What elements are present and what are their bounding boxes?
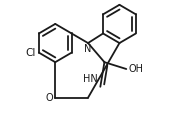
Text: HN: HN xyxy=(83,74,98,84)
Text: O: O xyxy=(46,93,53,103)
Text: N: N xyxy=(84,44,92,54)
Text: OH: OH xyxy=(128,64,143,74)
Text: Cl: Cl xyxy=(25,48,36,58)
